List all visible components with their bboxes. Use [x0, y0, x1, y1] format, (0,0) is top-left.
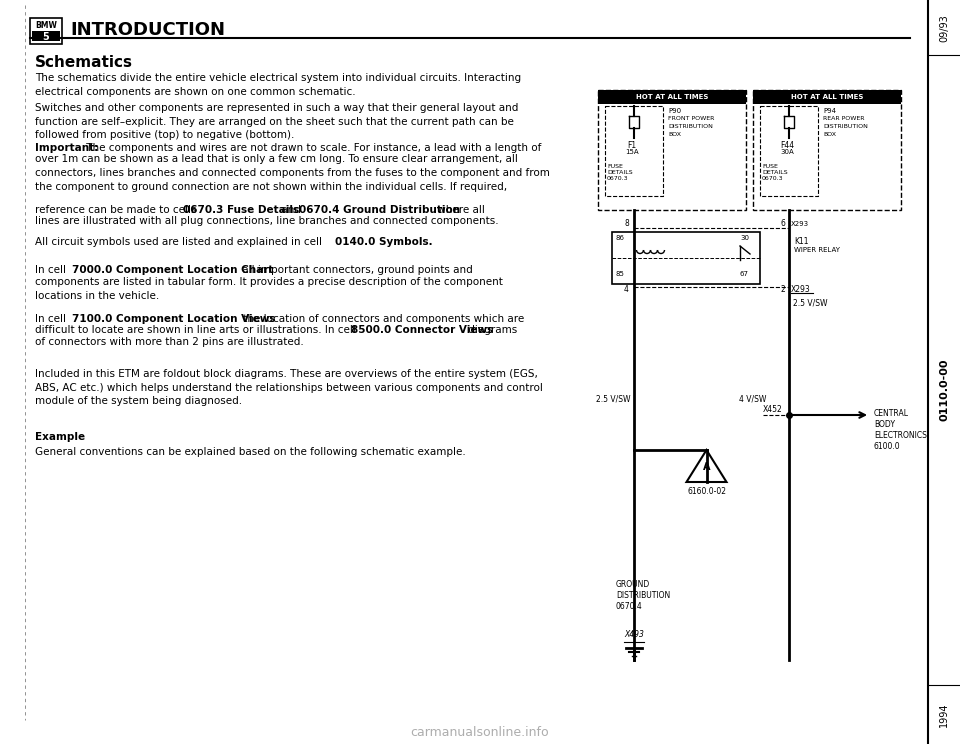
Text: HOT AT ALL TIMES: HOT AT ALL TIMES — [791, 94, 863, 100]
Text: 4 V/SW: 4 V/SW — [739, 395, 766, 404]
Text: X493: X493 — [624, 630, 644, 639]
Bar — [753, 90, 901, 210]
Bar — [612, 232, 760, 284]
Text: GROUND
DISTRIBUTION
0670.4: GROUND DISTRIBUTION 0670.4 — [616, 580, 670, 612]
Text: BOX: BOX — [823, 132, 836, 137]
Text: FUSE
DETAILS
0670.3: FUSE DETAILS 0670.3 — [607, 164, 633, 182]
Text: FRONT POWER: FRONT POWER — [668, 116, 714, 121]
Text: 09/93: 09/93 — [939, 14, 949, 42]
Text: 86: 86 — [615, 235, 624, 241]
Text: 7100.0 Component Location Views: 7100.0 Component Location Views — [72, 314, 276, 324]
Text: difficult to locate are shown in line arts or illustrations. In cell: difficult to locate are shown in line ar… — [35, 325, 359, 336]
Text: WIPER RELAY: WIPER RELAY — [794, 247, 840, 253]
Text: components are listed in tabular form. It provides a precise description of the : components are listed in tabular form. I… — [35, 277, 503, 301]
Text: F1: F1 — [628, 141, 636, 150]
Text: FUSE
DETAILS
0670.3: FUSE DETAILS 0670.3 — [762, 164, 787, 182]
Text: carmanualsonline.info: carmanualsonline.info — [411, 725, 549, 739]
Text: of connectors with more than 2 pins are illustrated.: of connectors with more than 2 pins are … — [35, 337, 303, 347]
Text: 15A: 15A — [625, 149, 638, 155]
Text: 85: 85 — [615, 271, 624, 277]
Text: 0670.4 Ground Distribution: 0670.4 Ground Distribution — [299, 205, 460, 214]
Bar — [30, 18, 62, 44]
Text: General conventions can be explained based on the following schematic example.: General conventions can be explained bas… — [35, 447, 466, 457]
Text: CENTRAL
BODY
ELECTRONICS
6100.0: CENTRAL BODY ELECTRONICS 6100.0 — [874, 409, 926, 452]
Text: over 1m can be shown as a lead that is only a few cm long. To ensure clear arran: over 1m can be shown as a lead that is o… — [35, 155, 550, 192]
Text: 2: 2 — [780, 284, 785, 293]
Text: 2.5 V/SW: 2.5 V/SW — [793, 299, 828, 308]
Text: 5: 5 — [42, 32, 49, 42]
Text: 1994: 1994 — [939, 703, 949, 727]
Text: DISTRIBUTION: DISTRIBUTION — [823, 124, 868, 129]
Text: 0140.0 Symbols.: 0140.0 Symbols. — [335, 237, 433, 247]
Text: X293: X293 — [791, 221, 809, 227]
Text: K11: K11 — [794, 237, 808, 246]
Bar — [598, 90, 746, 210]
Text: The components and wires are not drawn to scale. For instance, a lead with a len: The components and wires are not drawn t… — [83, 143, 541, 153]
Text: The schematics divide the entire vehicle electrical system into individual circu: The schematics divide the entire vehicle… — [35, 73, 521, 97]
Text: 6: 6 — [780, 219, 785, 228]
Bar — [760, 106, 818, 196]
Text: HOT AT ALL TIMES: HOT AT ALL TIMES — [636, 94, 708, 100]
Text: In cell: In cell — [35, 266, 69, 275]
Text: P94: P94 — [823, 108, 836, 114]
Text: 8: 8 — [624, 219, 629, 228]
Text: Important:: Important: — [35, 143, 98, 153]
Text: 8500.0 Connector Views: 8500.0 Connector Views — [351, 325, 493, 336]
Bar — [598, 90, 746, 104]
Text: all important connectors, ground points and: all important connectors, ground points … — [239, 266, 472, 275]
Text: X452: X452 — [763, 405, 782, 414]
Text: BOX: BOX — [668, 132, 681, 137]
Text: and: and — [278, 205, 304, 214]
Text: In cell: In cell — [35, 314, 69, 324]
Bar — [605, 106, 663, 196]
Text: Switches and other components are represented in such a way that their general l: Switches and other components are repres… — [35, 103, 518, 140]
Bar — [32, 31, 60, 41]
Text: where all: where all — [434, 205, 485, 214]
Text: INTRODUCTION: INTRODUCTION — [70, 21, 225, 39]
Text: 0670.3 Fuse Details: 0670.3 Fuse Details — [183, 205, 300, 214]
Text: the location of connectors and components which are: the location of connectors and component… — [240, 314, 524, 324]
Text: 30: 30 — [740, 235, 749, 241]
Text: 2.5 V/SW: 2.5 V/SW — [596, 395, 631, 404]
Text: F44: F44 — [780, 141, 794, 150]
Text: A: A — [703, 462, 710, 472]
Bar — [753, 90, 901, 104]
Text: 4: 4 — [624, 284, 629, 293]
Text: 67: 67 — [740, 271, 749, 277]
Text: Schematics: Schematics — [35, 55, 133, 70]
Text: DISTRIBUTION: DISTRIBUTION — [668, 124, 713, 129]
Text: BMW: BMW — [36, 22, 57, 31]
Text: lines are illustrated with all plug connections, line branches and connected com: lines are illustrated with all plug conn… — [35, 216, 498, 226]
Text: REAR POWER: REAR POWER — [823, 116, 865, 121]
Text: reference can be made to cells: reference can be made to cells — [35, 205, 200, 214]
Text: P90: P90 — [668, 108, 682, 114]
Text: diagrams: diagrams — [465, 325, 517, 336]
Text: 30A: 30A — [780, 149, 794, 155]
Text: Example: Example — [35, 432, 85, 442]
Text: Included in this ETM are foldout block diagrams. These are overviews of the enti: Included in this ETM are foldout block d… — [35, 369, 542, 406]
Text: 7000.0 Component Location Chart: 7000.0 Component Location Chart — [72, 266, 274, 275]
Text: X293: X293 — [791, 284, 811, 293]
Text: 0110.0-00: 0110.0-00 — [939, 359, 949, 421]
Text: 6160.0-02: 6160.0-02 — [687, 487, 726, 496]
Text: All circuit symbols used are listed and explained in cell: All circuit symbols used are listed and … — [35, 237, 325, 247]
